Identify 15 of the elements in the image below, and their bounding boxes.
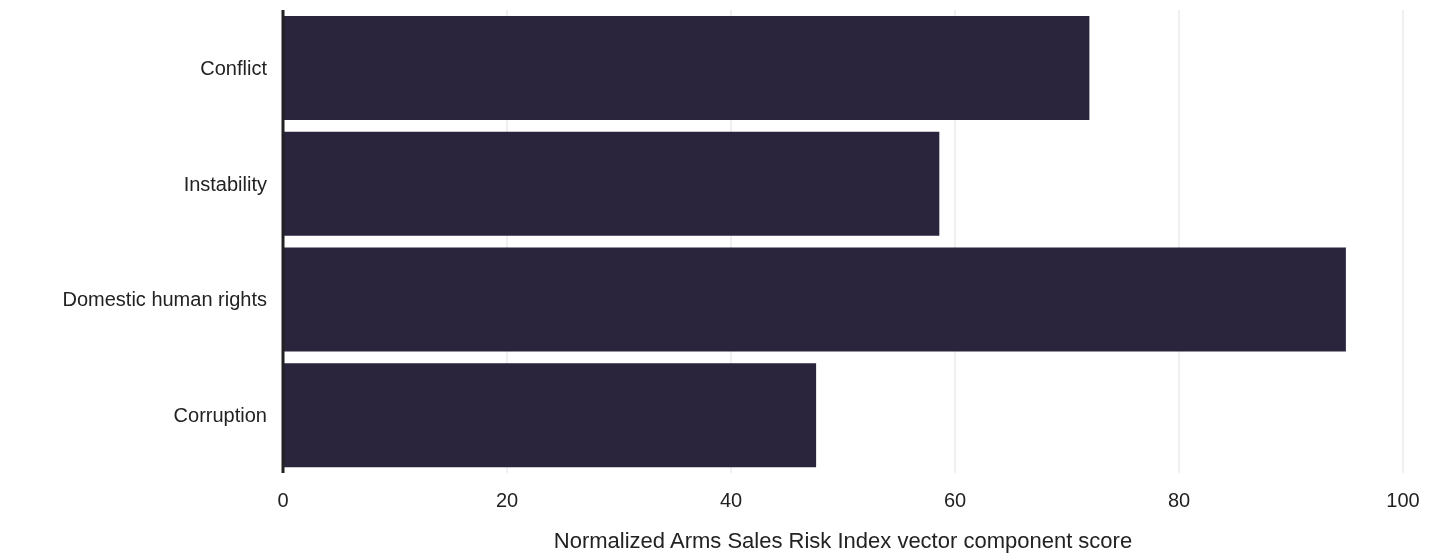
y-tick-label: Conflict <box>200 56 268 79</box>
x-tick-label: 100 <box>1386 489 1420 512</box>
y-tick-label: Instability <box>183 172 267 195</box>
bar <box>283 247 1346 352</box>
x-tick-label: 40 <box>719 489 743 512</box>
x-tick-label: 60 <box>943 489 967 512</box>
x-axis-title: Normalized Arms Sales Risk Index vector component score <box>553 528 1133 553</box>
bar <box>283 131 940 236</box>
y-tick-label: Corruption <box>173 404 267 427</box>
bar <box>283 363 817 468</box>
y-tick-label: Domestic human rights <box>62 288 267 311</box>
x-tick-label: 20 <box>495 489 519 512</box>
bar <box>283 16 1090 120</box>
x-tick-label: 80 <box>1167 489 1191 512</box>
x-tick-label: 0 <box>277 489 289 512</box>
